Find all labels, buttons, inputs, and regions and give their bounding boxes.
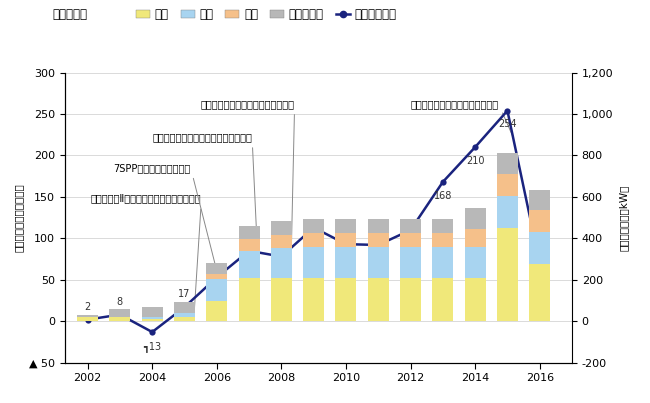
Bar bbox=[335, 219, 356, 233]
Bar bbox=[432, 278, 453, 321]
Bar bbox=[335, 233, 356, 247]
Bar bbox=[206, 263, 228, 274]
Bar bbox=[206, 301, 228, 321]
Text: 現地事業会社株式売却（タイ国）: 現地事業会社株式売却（タイ国） bbox=[411, 99, 513, 136]
Bar bbox=[174, 313, 195, 317]
Bar bbox=[465, 278, 486, 321]
Bar bbox=[239, 239, 259, 251]
Text: 210: 210 bbox=[466, 156, 484, 166]
Text: 17: 17 bbox=[178, 289, 190, 299]
Bar bbox=[206, 274, 228, 279]
Text: 110: 110 bbox=[401, 239, 420, 249]
Bar bbox=[368, 219, 389, 233]
Bar bbox=[335, 247, 356, 278]
Text: 113: 113 bbox=[304, 236, 323, 246]
Bar bbox=[271, 278, 292, 321]
Bar bbox=[109, 317, 131, 321]
Bar bbox=[400, 247, 421, 278]
Bar bbox=[239, 251, 259, 278]
Bar bbox=[465, 247, 486, 278]
Bar bbox=[303, 247, 324, 278]
Text: 92: 92 bbox=[372, 227, 384, 237]
Bar bbox=[271, 235, 292, 248]
Text: 168: 168 bbox=[434, 191, 452, 201]
Text: 85: 85 bbox=[243, 260, 255, 270]
Bar bbox=[142, 307, 162, 317]
Bar bbox=[142, 317, 162, 319]
Bar bbox=[77, 315, 98, 317]
Bar bbox=[497, 228, 518, 321]
Bar bbox=[303, 233, 324, 247]
Bar bbox=[465, 229, 486, 247]
Bar bbox=[529, 210, 550, 232]
Bar bbox=[239, 226, 259, 239]
Bar bbox=[303, 219, 324, 233]
Bar bbox=[109, 309, 131, 317]
Text: ウタイガス火力運転開始（タイ国）: ウタイガス火力運転開始（タイ国） bbox=[201, 99, 294, 260]
Bar bbox=[174, 317, 195, 321]
Bar bbox=[368, 247, 389, 278]
Bar bbox=[368, 278, 389, 321]
Text: カエンコイⅡガス火力運転開始（タイ国）: カエンコイⅡガス火力運転開始（タイ国） bbox=[91, 193, 202, 310]
Bar bbox=[497, 154, 518, 174]
Bar bbox=[529, 190, 550, 210]
Text: 78: 78 bbox=[275, 239, 287, 249]
Text: ┓13: ┓13 bbox=[143, 341, 161, 352]
Bar bbox=[432, 247, 453, 278]
Bar bbox=[335, 278, 356, 321]
Text: 70: 70 bbox=[534, 245, 546, 256]
Legend: タイ, 米国, 中国, その他地域, 持分相当利益: タイ, 米国, 中国, その他地域, 持分相当利益 bbox=[136, 8, 396, 21]
Bar bbox=[206, 279, 228, 301]
Y-axis label: （持分出力：万kW）: （持分出力：万kW） bbox=[619, 185, 629, 251]
Text: 7SPP運転開始（タイ国）: 7SPP運転開始（タイ国） bbox=[114, 163, 222, 294]
Bar bbox=[368, 233, 389, 247]
Text: 254: 254 bbox=[498, 119, 517, 129]
Bar bbox=[303, 278, 324, 321]
Bar bbox=[239, 278, 259, 321]
Text: 2: 2 bbox=[84, 302, 91, 312]
Text: 93: 93 bbox=[340, 253, 352, 263]
Bar bbox=[400, 219, 421, 233]
Bar bbox=[497, 174, 518, 196]
Bar bbox=[400, 278, 421, 321]
Y-axis label: （持分相当利益：億円）: （持分相当利益：億円） bbox=[14, 183, 23, 252]
Text: 53: 53 bbox=[211, 286, 223, 296]
Bar bbox=[529, 264, 550, 321]
Bar bbox=[432, 233, 453, 247]
Bar bbox=[271, 248, 292, 278]
Bar bbox=[529, 232, 550, 264]
Text: 持分出力：: 持分出力： bbox=[52, 8, 87, 21]
Bar bbox=[142, 319, 162, 321]
Bar bbox=[77, 317, 98, 321]
Bar bbox=[174, 301, 195, 313]
Bar bbox=[497, 196, 518, 228]
Bar bbox=[465, 208, 486, 229]
Bar bbox=[271, 221, 292, 235]
Text: ノンセンガス火力運開開始（タイ国）: ノンセンガス火力運開開始（タイ国） bbox=[152, 132, 259, 277]
Text: 8: 8 bbox=[117, 297, 123, 307]
Bar bbox=[432, 219, 453, 233]
Bar bbox=[400, 233, 421, 247]
